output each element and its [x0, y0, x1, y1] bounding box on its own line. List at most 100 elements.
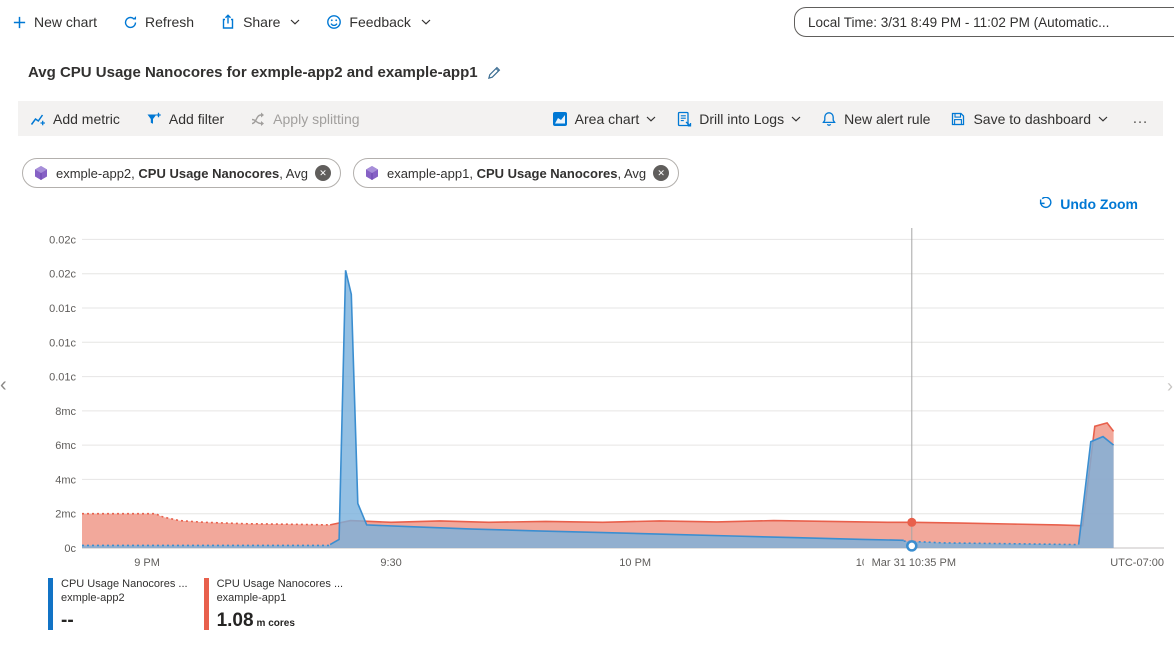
pill-text: example-app1, CPU Usage Nanocores, Avg: [386, 165, 647, 181]
y-axis-label: 0c: [64, 543, 76, 555]
apply-splitting-button: Apply splitting: [250, 110, 360, 127]
remove-metric-icon[interactable]: ✕: [314, 165, 331, 181]
legend-text-block: CPU Usage Nanocores ... exmple-app2 --: [61, 578, 188, 632]
save-icon: [952, 112, 965, 125]
add-filter-icon: [147, 112, 161, 124]
series-area-1: [82, 422, 1114, 548]
legend-item[interactable]: CPU Usage Nanocores ... exmple-app2 --: [48, 578, 188, 632]
drill-into-logs-label: Drill into Logs: [699, 110, 785, 127]
x-axis-label: 10 PM: [619, 557, 651, 569]
feedback-button[interactable]: Feedback: [326, 14, 431, 30]
y-axis-label: 2mc: [55, 509, 76, 521]
apply-splitting-label: Apply splitting: [273, 110, 360, 127]
legend-value: --: [61, 610, 74, 631]
save-to-dashboard-button[interactable]: Save to dashboard: [950, 111, 1108, 127]
plus-icon: [13, 16, 26, 28]
container-app-icon: [365, 166, 378, 180]
crosshair-label-bg: [863, 555, 964, 569]
remove-metric-icon[interactable]: ✕: [653, 165, 670, 181]
add-filter-button[interactable]: Add filter: [146, 111, 224, 127]
toolbar-right-group: Area chart Drill into Logs New alert rul…: [552, 110, 1153, 128]
new-alert-rule-button[interactable]: New alert rule: [821, 111, 930, 127]
y-axis-label: 0.02c: [49, 234, 76, 246]
metric-pill[interactable]: example-app1, CPU Usage Nanocores, Avg ✕: [352, 158, 680, 188]
chart-legend: CPU Usage Nanocores ... exmple-app2 -- C…: [48, 578, 343, 632]
x-axis-label: 9:30: [380, 557, 401, 569]
y-axis-label: 0.01c: [49, 337, 76, 349]
series-line-0: [1077, 435, 1115, 545]
legend-value-row: --: [61, 610, 188, 632]
x-axis-timezone-label: UTC-07:00: [1110, 557, 1164, 569]
add-filter-label: Add filter: [168, 110, 225, 127]
save-to-dashboard-label: Save to dashboard: [973, 110, 1091, 127]
feedback-label: Feedback: [349, 14, 411, 30]
legend-metric-name: CPU Usage Nanocores ...: [216, 578, 344, 590]
edit-title-pencil-icon[interactable]: [487, 65, 502, 80]
undo-zoom-button[interactable]: Undo Zoom: [1038, 196, 1138, 212]
legend-color-bar: [203, 578, 209, 630]
legend-resource-name: exmple-app2: [61, 591, 125, 604]
share-icon: [222, 14, 234, 29]
more-commands-button[interactable]: …: [1128, 110, 1153, 128]
series-line-0: [903, 540, 1079, 546]
series-line-1: [82, 512, 331, 526]
add-metric-label: Add metric: [53, 110, 120, 127]
chevron-down-icon: [421, 19, 431, 25]
chevron-down-icon: [291, 19, 300, 25]
drill-into-logs-button[interactable]: Drill into Logs: [676, 111, 801, 127]
legend-color-bar: [48, 578, 53, 630]
chart-type-label: Area chart: [574, 110, 640, 127]
undo-zoom-label: Undo Zoom: [1060, 196, 1138, 212]
legend-value: 1.08: [216, 610, 254, 631]
legend-resource-name: example-app1: [216, 591, 287, 604]
time-range-label: Local Time: 3/31 8:49 PM - 11:02 PM (Aut…: [808, 14, 1110, 30]
chevron-down-icon: [791, 116, 801, 122]
chevron-down-icon: [646, 116, 656, 122]
alert-bell-icon: [822, 111, 836, 126]
chevron-down-icon: [1098, 116, 1108, 122]
refresh-icon: [124, 15, 137, 28]
chart-scroll-left-icon[interactable]: ‹: [0, 374, 7, 396]
y-axis-label: 0.01c: [49, 372, 76, 384]
refresh-label: Refresh: [145, 14, 195, 30]
x-axis-label: 9 PM: [134, 557, 160, 569]
chart-scroll-right-icon[interactable]: ›: [1167, 376, 1173, 396]
new-alert-rule-label: New alert rule: [844, 110, 931, 127]
container-app-icon: [35, 166, 47, 180]
feedback-smiley-icon: [327, 15, 342, 29]
crosshair-marker-ring: [906, 540, 918, 552]
legend-unit: m cores: [256, 618, 295, 629]
crosshair-marker-dot: [907, 517, 917, 527]
legend-value-row: 1.08 m cores: [217, 610, 344, 632]
metrics-toolbar: Add metric Add filter Apply splitting Ar…: [18, 101, 1163, 136]
legend-text-block: CPU Usage Nanocores ... example-app1 1.0…: [217, 578, 344, 632]
crosshair-label: Mar 31 10:35 PM: [872, 557, 956, 569]
y-axis-label: 0.02c: [49, 269, 76, 281]
chart-title: Avg CPU Usage Nanocores for exmple-app2 …: [28, 63, 478, 81]
metrics-chart[interactable]: 0c 2mc 4mc 6mc 8mc 0.01c 0.01c 0.01c 0.02c 0.02c 9…: [0, 224, 1174, 574]
new-chart-button[interactable]: New chart: [12, 14, 97, 30]
top-command-bar: New chart Refresh Share Feedback: [0, 0, 1174, 44]
pill-text: exmple-app2, CPU Usage Nanocores, Avg: [56, 165, 308, 181]
metric-pills-row: exmple-app2, CPU Usage Nanocores, Avg ✕ …: [22, 158, 1174, 188]
new-chart-label: New chart: [34, 14, 98, 30]
y-axis-label: 0.01c: [49, 303, 76, 315]
metric-pill[interactable]: exmple-app2, CPU Usage Nanocores, Avg ✕: [22, 158, 341, 188]
add-metric-icon: [30, 114, 45, 125]
chart-type-dropdown[interactable]: Area chart: [552, 111, 657, 127]
y-axis-label: 4mc: [55, 474, 76, 486]
share-label: Share: [243, 14, 281, 30]
refresh-button[interactable]: Refresh: [123, 14, 194, 30]
chart-title-row: Avg CPU Usage Nanocores for exmple-app2 …: [28, 60, 1174, 84]
legend-metric-name: CPU Usage Nanocores ...: [61, 578, 188, 590]
series-line-1: [329, 421, 1115, 527]
drill-into-logs-icon: [678, 111, 692, 126]
add-metric-button[interactable]: Add metric: [30, 111, 120, 127]
apply-splitting-icon: [252, 112, 265, 126]
y-axis-label: 8mc: [55, 406, 76, 418]
area-chart-icon: [552, 111, 567, 126]
time-range-picker[interactable]: Local Time: 3/31 8:49 PM - 11:02 PM (Aut…: [794, 7, 1174, 37]
legend-item[interactable]: CPU Usage Nanocores ... example-app1 1.0…: [203, 578, 344, 632]
undo-icon: [1040, 196, 1052, 208]
share-button[interactable]: Share: [220, 14, 300, 30]
